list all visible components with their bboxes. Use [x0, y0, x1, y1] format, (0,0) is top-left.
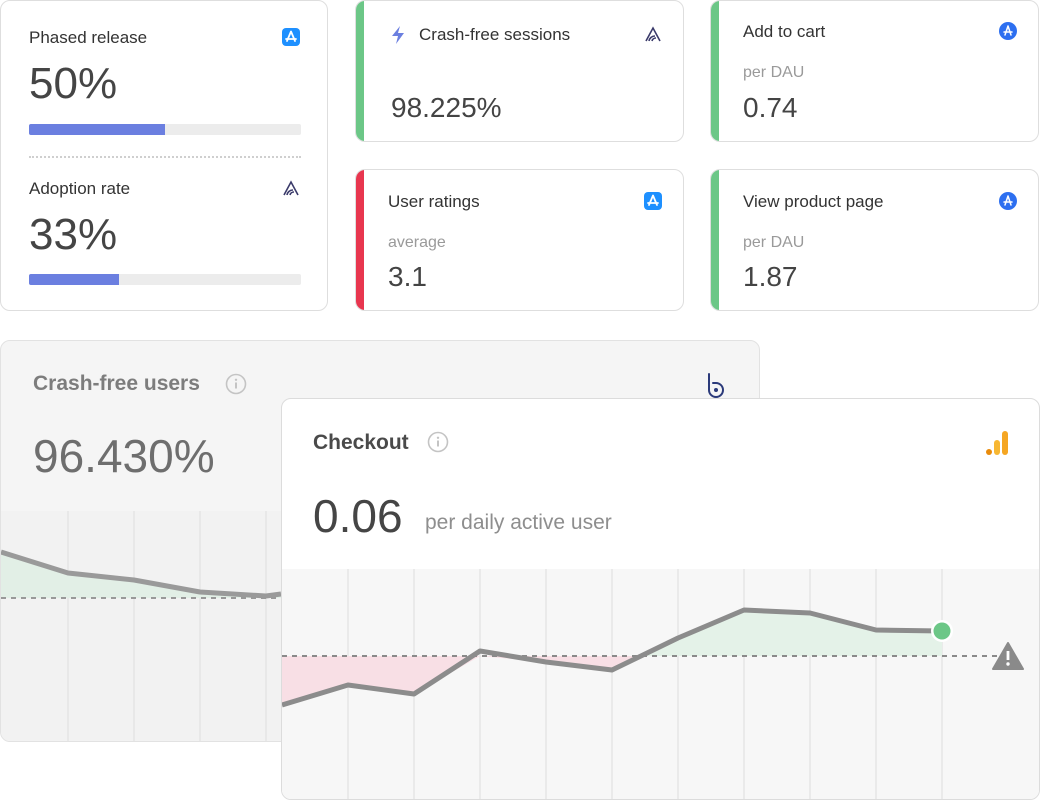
info-icon[interactable]	[225, 373, 247, 400]
checkout-chart-svg	[282, 569, 1002, 799]
metric-title: User ratings	[388, 192, 480, 211]
panel-title: Checkout	[313, 431, 409, 454]
phased-release-progress	[29, 124, 301, 135]
crash-free-users-chart-svg	[1, 511, 291, 741]
metric-value: 98.225%	[391, 92, 502, 123]
app-store-icon	[644, 192, 662, 210]
metric-title: View product page	[743, 192, 884, 211]
checkout-unit: per daily active user	[425, 511, 612, 534]
adoption-rate-progress-fill	[29, 274, 119, 285]
lightning-icon	[389, 25, 407, 45]
google-play-icon	[999, 22, 1017, 40]
adoption-rate-progress	[29, 274, 301, 285]
phased-release-label: Phased release	[29, 28, 148, 47]
app-store-icon	[282, 28, 300, 46]
release-card: Phased release 50% Adoption rate 33%	[0, 0, 328, 311]
sentry-icon	[282, 179, 300, 197]
phased-release-value: 50%	[29, 59, 118, 108]
phased-release-progress-fill	[29, 124, 165, 135]
metric-card-crash-free-sessions: Crash-free sessions 98.225%	[355, 0, 684, 142]
sentry-icon	[644, 25, 662, 43]
metric-subtitle: per DAU	[743, 64, 805, 81]
last-point-marker	[933, 622, 951, 640]
checkout-value: 0.06	[313, 490, 403, 542]
info-icon[interactable]	[427, 431, 449, 458]
panel-title: Crash-free users	[33, 372, 200, 395]
checkout-panel: Checkout 0.06 per daily active user	[281, 398, 1040, 800]
bugsnag-icon	[705, 372, 727, 398]
metric-card-user-ratings: User ratings average 3.1	[355, 169, 684, 311]
metric-title: Add to cart	[743, 22, 826, 41]
divider	[29, 156, 301, 158]
google-play-icon	[999, 192, 1017, 210]
metric-subtitle: average	[388, 234, 446, 251]
metric-subtitle: per DAU	[743, 234, 805, 251]
metric-title: Crash-free sessions	[419, 25, 571, 44]
metric-value: 1.87	[743, 261, 798, 292]
checkout-chart	[282, 569, 1039, 799]
metric-card-add-to-cart: Add to cart per DAU 0.74	[710, 0, 1039, 142]
panel-value: 96.430%	[33, 430, 215, 482]
metric-card-view-product-page: View product page per DAU 1.87	[710, 169, 1039, 311]
google-analytics-icon	[985, 429, 1011, 457]
metric-value: 0.74	[743, 92, 798, 123]
adoption-rate-label: Adoption rate	[29, 179, 131, 198]
metric-value: 3.1	[388, 261, 427, 292]
adoption-rate-value: 33%	[29, 210, 118, 259]
